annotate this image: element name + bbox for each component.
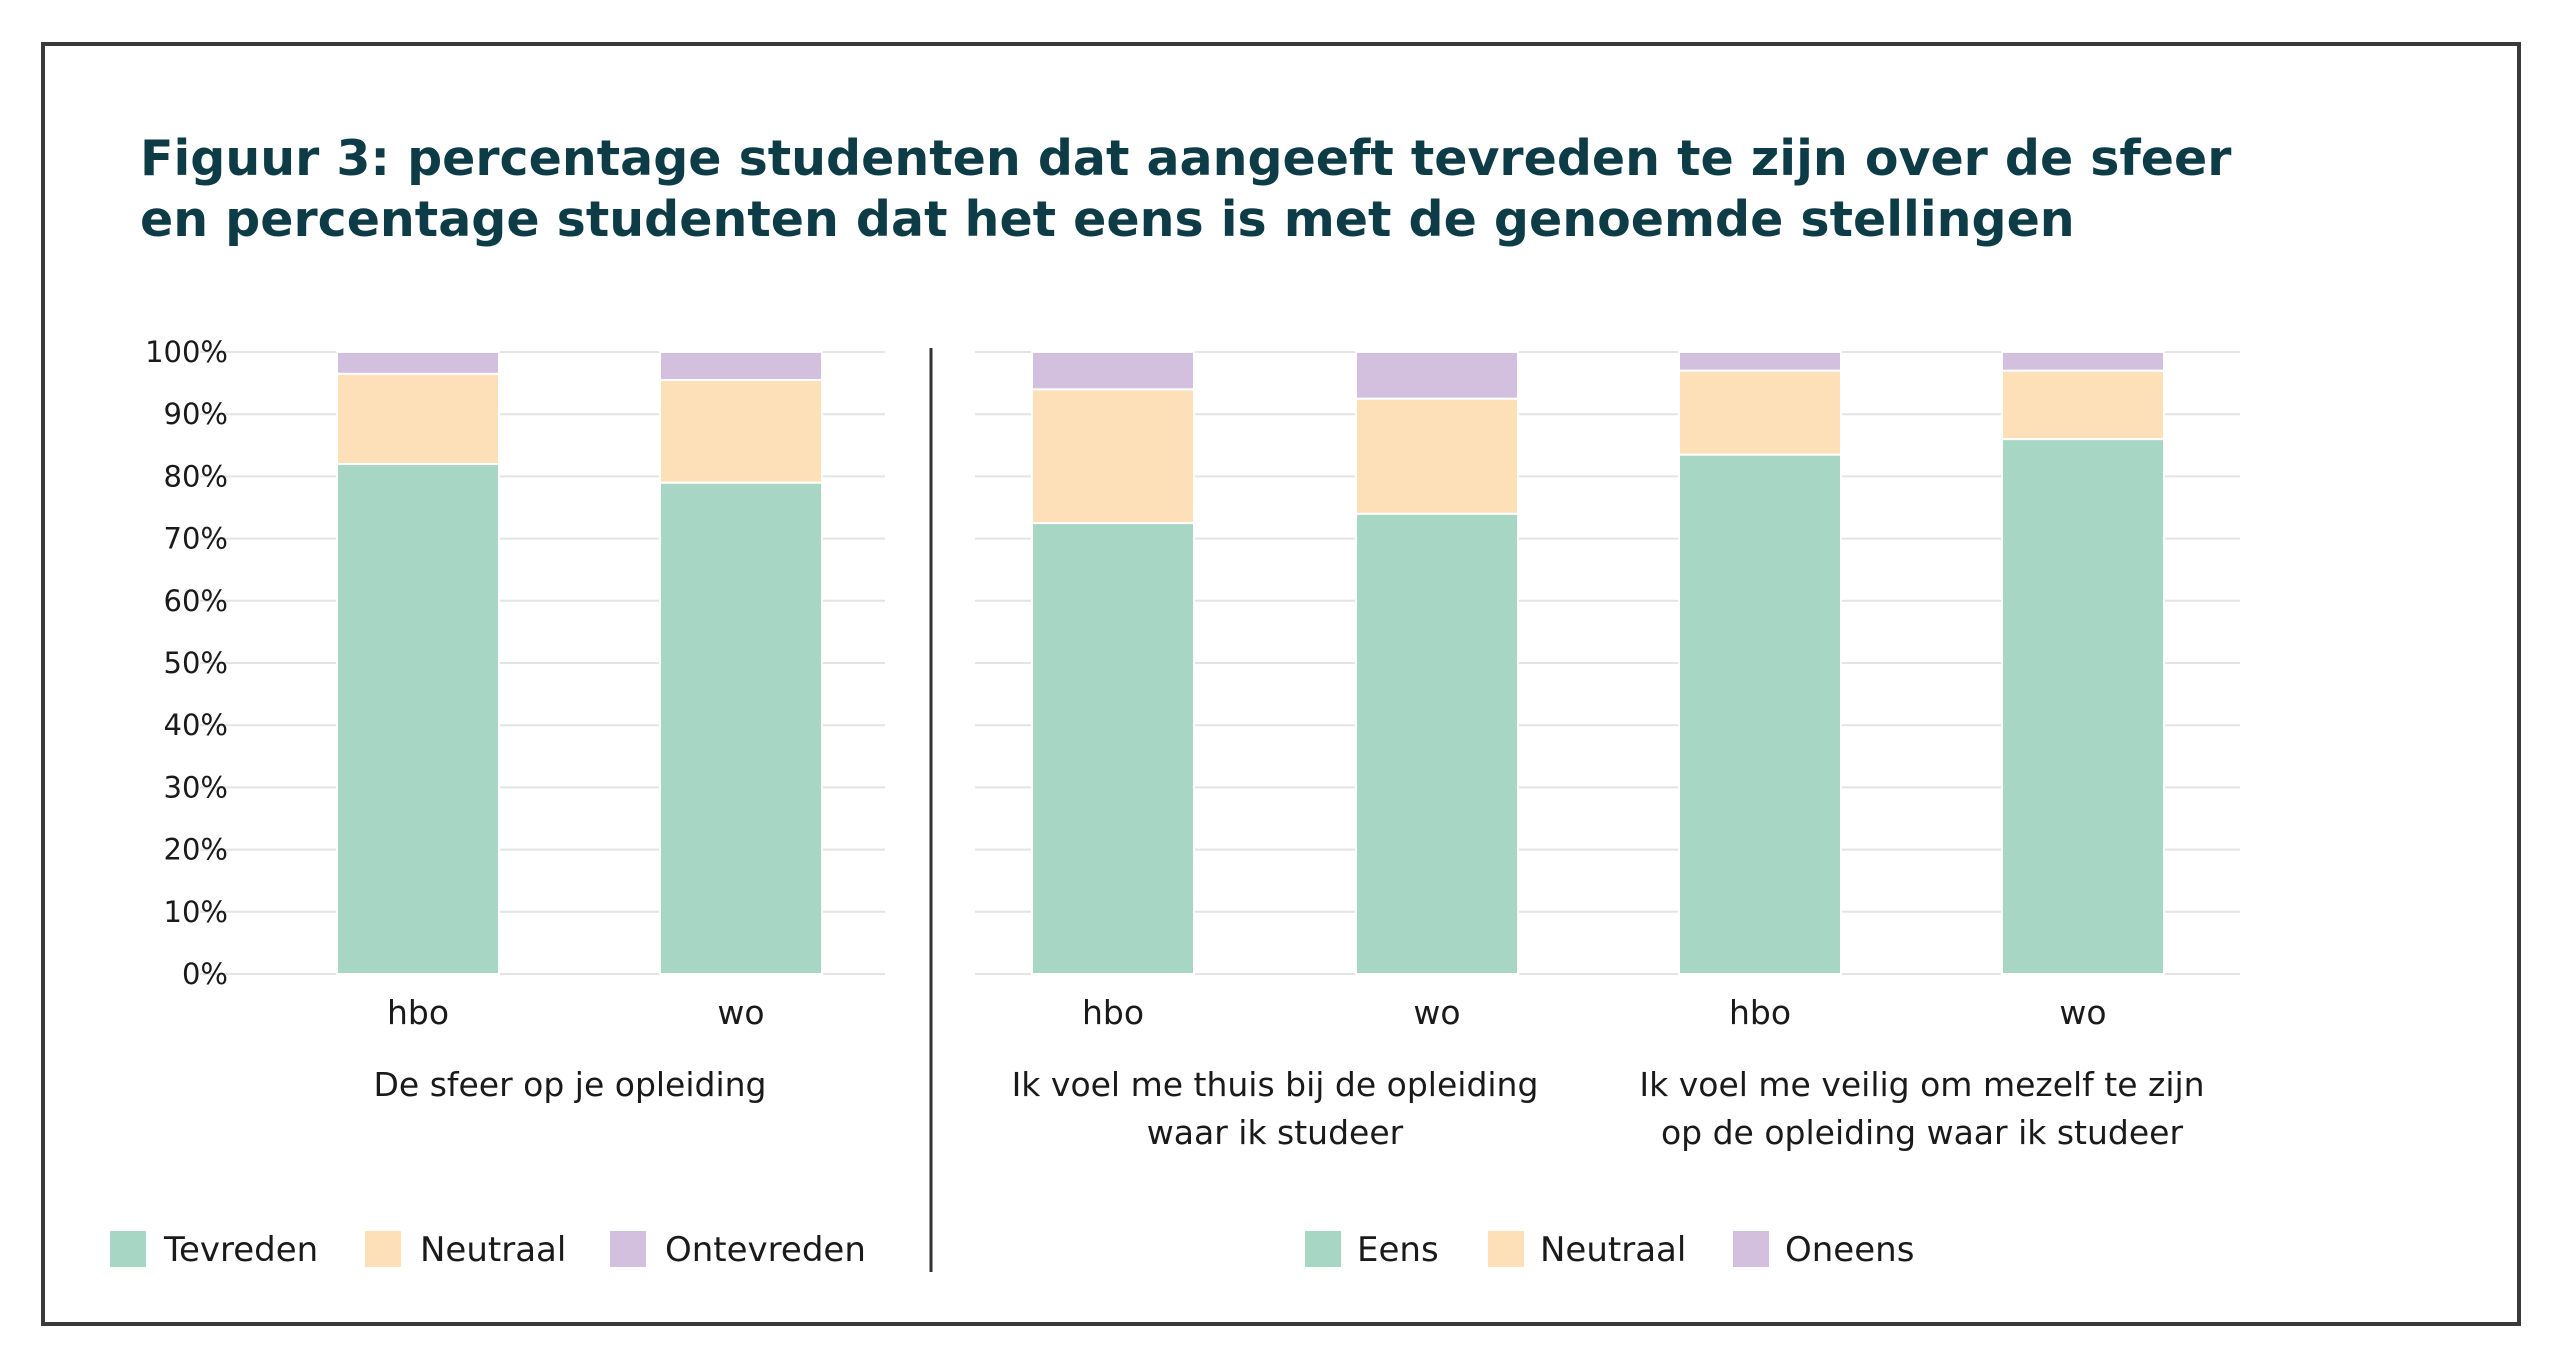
legend-oneens-swatch [1733,1231,1769,1267]
group-label-1-1-line-1: op de opleiding waar ik studeer [1661,1113,2183,1152]
legend-tevreden-label: Tevreden [163,1230,318,1270]
y-tick-label-100: 100% [145,335,228,369]
x-tick-label-wo: wo [1413,993,1460,1032]
legend-ontevreden-label: Ontevreden [665,1230,866,1270]
y-tick-label-70: 70% [164,522,228,556]
legend-neutraal-swatch [365,1231,401,1267]
bar-0-0-hbo-neutraal [336,372,500,465]
y-tick-label-50: 50% [164,646,228,680]
y-tick-label-90: 90% [164,397,228,431]
legend-eens-swatch [1305,1231,1341,1267]
y-tick-label-30: 30% [164,770,228,804]
x-tick-label-hbo: hbo [387,993,449,1032]
legend-neutraal-label: Neutraal [420,1230,566,1270]
y-tick-label-0: 0% [182,957,228,991]
bar-1-0-wo-eens [1355,512,1519,975]
bar-0-0-wo-neutraal [659,378,823,484]
y-tick-label-20: 20% [164,833,228,867]
bar-1-0-wo-neutraal [1355,397,1519,515]
figure-title-line-1: Figuur 3: percentage studenten dat aange… [140,130,2232,187]
group-label-1-1-line-0: Ik voel me veilig om mezelf te zijn [1639,1065,2204,1104]
group-label-1-0-line-0: Ik voel me thuis bij de opleiding [1012,1065,1539,1104]
bar-0-0-wo-tevreden [659,481,823,975]
y-tick-label-10: 10% [164,895,228,929]
bar-0-0-hbo-tevreden [336,462,500,975]
bar-1-0-hbo-eens [1031,522,1195,975]
bar-1-0-hbo-neutraal [1031,388,1195,525]
figure-title-line-2: en percentage studenten dat het eens is … [140,191,2075,248]
bar-1-1-hbo-oneens [1678,351,1842,372]
bar-0-0-hbo-ontevreden [336,351,500,375]
legend-neutraal-label: Neutraal [1540,1230,1686,1270]
legend-ontevreden-swatch [610,1231,646,1267]
bar-1-1-hbo-neutraal [1678,369,1842,456]
y-tick-label-60: 60% [164,584,228,618]
bar-1-1-wo-eens [2001,438,2165,975]
group-label-0-0-line-0: De sfeer op je opleiding [373,1065,766,1104]
bar-1-1-hbo-eens [1678,453,1842,975]
figure-frame [41,42,2521,1326]
legend-tevreden-swatch [110,1231,146,1267]
bar-1-0-wo-oneens [1355,351,1519,400]
group-label-1-0-line-1: waar ik studeer [1147,1113,1404,1152]
x-tick-label-hbo: hbo [1729,993,1791,1032]
bar-0-0-wo-ontevreden [659,351,823,381]
legend-eens-label: Eens [1357,1230,1439,1270]
bar-1-1-wo-oneens [2001,351,2165,372]
x-tick-label-hbo: hbo [1082,993,1144,1032]
y-tick-label-40: 40% [164,708,228,742]
figure-title: Figuur 3: percentage studenten dat aange… [140,128,2440,250]
bar-1-0-hbo-oneens [1031,351,1195,391]
bar-1-1-wo-neutraal [2001,369,2165,441]
x-tick-label-wo: wo [2059,993,2106,1032]
y-tick-label-80: 80% [164,459,228,493]
x-tick-label-wo: wo [717,993,764,1032]
legend-neutraal-swatch [1488,1231,1524,1267]
legend-oneens-label: Oneens [1785,1230,1914,1270]
